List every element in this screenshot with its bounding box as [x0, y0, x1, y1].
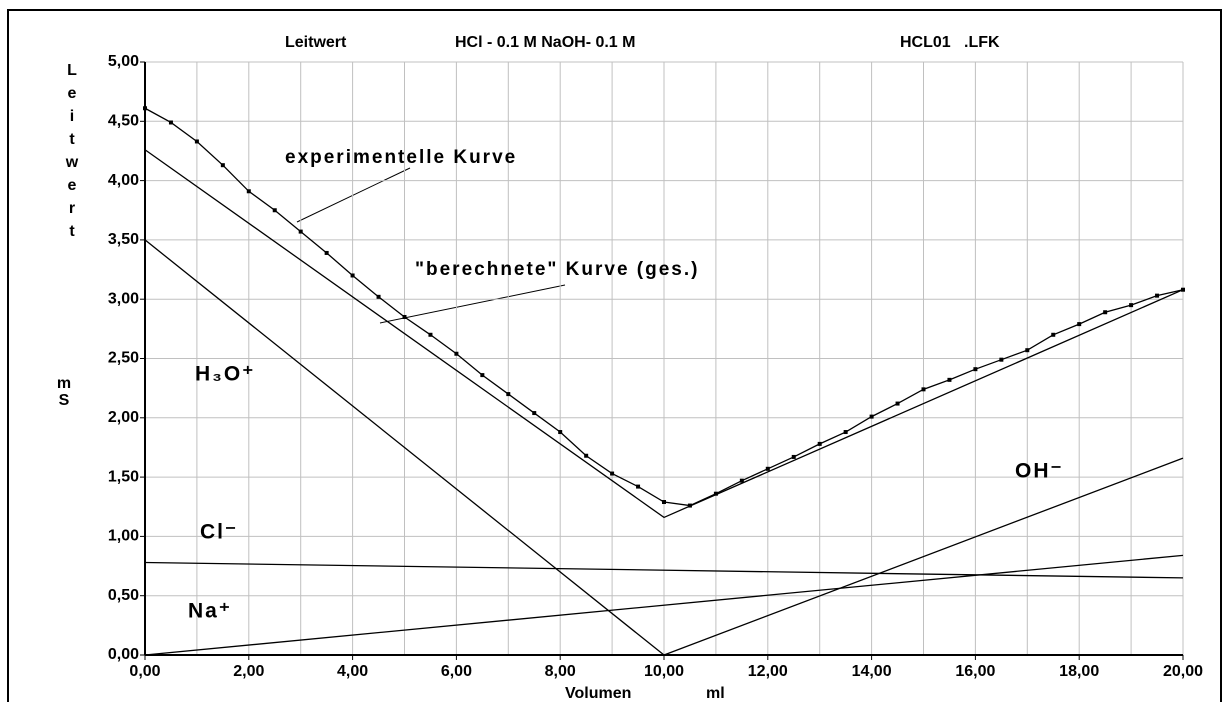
data-point — [1025, 348, 1030, 353]
data-point — [869, 414, 874, 419]
data-point — [1129, 303, 1134, 308]
data-point — [402, 314, 407, 319]
frame — [7, 9, 1222, 702]
x-tick-label: 6,00 — [441, 663, 472, 680]
series-line — [663, 457, 1184, 656]
series-label: "berechnete" Kurve (ges.) — [415, 259, 699, 280]
series-line — [144, 239, 665, 656]
data-point — [454, 351, 459, 356]
x-tick-label: 14,00 — [852, 663, 892, 680]
x-tick-label: 2,00 — [233, 663, 264, 680]
data-point — [843, 430, 848, 435]
data-point — [713, 491, 718, 496]
data-point — [220, 163, 225, 168]
y-tick-label: 3,00 — [108, 290, 139, 307]
series-label: Cl⁻ — [200, 521, 238, 544]
x-tick-label: 12,00 — [748, 663, 788, 680]
y-tick-label: 5,00 — [108, 53, 139, 70]
x-tick-label: 4,00 — [337, 663, 368, 680]
data-point — [532, 411, 537, 416]
y-axis-label: Leitwert — [64, 62, 81, 246]
x-tick-label: 10,00 — [644, 663, 684, 680]
data-point — [143, 106, 147, 111]
x-tick-label: 16,00 — [955, 663, 995, 680]
data-point — [584, 453, 589, 458]
data-point — [480, 373, 485, 378]
y-tick-label: 4,00 — [108, 172, 139, 189]
data-point — [324, 250, 329, 255]
series-line — [144, 149, 1184, 519]
y-tick-label: 1,50 — [108, 468, 139, 485]
data-point — [895, 401, 900, 406]
x-tick-label: 0,00 — [129, 663, 160, 680]
x-tick-label: 8,00 — [545, 663, 576, 680]
data-point — [999, 357, 1004, 362]
chart-title: Leitwert — [285, 34, 347, 51]
y-axis-unit: mS — [56, 375, 73, 409]
series-label: OH⁻ — [1015, 460, 1064, 483]
y-tick-label: 2,50 — [108, 350, 139, 367]
data-point — [1103, 310, 1108, 315]
data-point — [973, 367, 978, 372]
series-label: Na⁺ — [188, 600, 232, 623]
data-point — [739, 478, 744, 483]
x-axis-label: Volumen — [565, 685, 631, 702]
x-axis-unit: ml — [706, 685, 725, 702]
data-point — [921, 387, 926, 392]
series-label: H₃O⁺ — [195, 363, 255, 386]
data-point — [350, 273, 355, 278]
y-tick-label: 3,50 — [108, 231, 139, 248]
leader-line — [296, 167, 411, 223]
y-tick-label: 4,50 — [108, 113, 139, 130]
leader-line — [379, 284, 566, 324]
data-point — [1155, 293, 1160, 298]
data-point — [298, 229, 303, 234]
data-point — [636, 484, 641, 489]
x-tick-label: 18,00 — [1059, 663, 1099, 680]
x-tick-label: 20,00 — [1163, 663, 1203, 680]
y-tick-label: 1,00 — [108, 528, 139, 545]
data-point — [662, 500, 666, 505]
data-point — [506, 392, 511, 397]
y-tick-label: 2,00 — [108, 409, 139, 426]
y-tick-label: 0,50 — [108, 587, 139, 604]
data-point — [246, 189, 251, 194]
data-point — [272, 208, 277, 213]
data-point — [947, 377, 952, 382]
file-name: HCL01 .LFK — [900, 34, 1000, 51]
data-point — [194, 139, 199, 144]
y-tick-label: 0,00 — [108, 646, 139, 663]
data-point — [1077, 322, 1082, 327]
data-point — [765, 466, 770, 471]
series-label: experimentelle Kurve — [285, 147, 517, 168]
data-point — [791, 454, 796, 459]
data-point — [168, 120, 173, 125]
data-point — [376, 294, 381, 299]
data-point — [610, 471, 615, 476]
data-point — [428, 332, 433, 337]
data-point — [1051, 332, 1056, 337]
data-point — [558, 430, 563, 435]
series-line — [144, 561, 1184, 579]
chart-subtitle: HCl - 0.1 M NaOH- 0.1 M — [455, 34, 635, 51]
series-line — [144, 554, 1184, 656]
data-point — [817, 441, 822, 446]
